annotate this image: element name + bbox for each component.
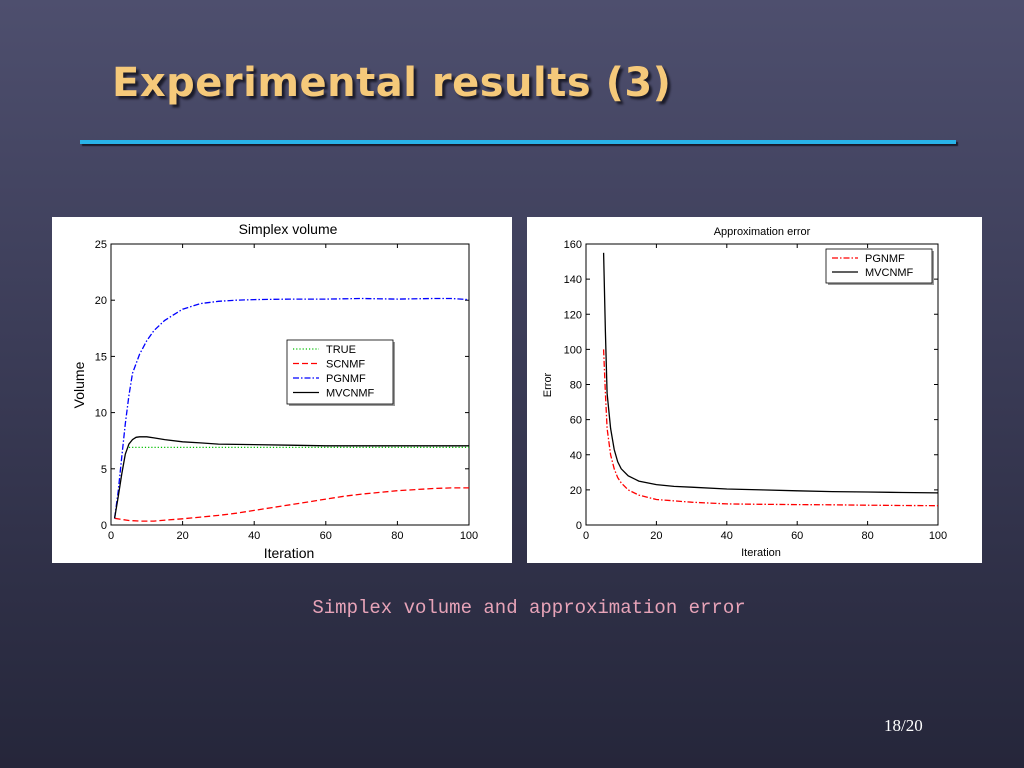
y-axis-label: Error: [542, 372, 554, 397]
plot-frame: [585, 243, 939, 526]
plot-frame: [110, 243, 470, 526]
legend-box: [286, 339, 394, 405]
slide-title: Experimental results (3): [112, 60, 672, 106]
series-line-pgnmf: [602, 349, 939, 507]
legend-label: MVCNMF: [865, 267, 914, 279]
simplex-volume-chart: Simplex volume Iteration Volume 0 20 40 60 8…: [52, 217, 512, 563]
legend-label: PGNMF: [326, 373, 366, 385]
title-underline: [80, 140, 956, 144]
slide-caption: Simplex volume and approximation error: [312, 597, 746, 619]
simplex-volume-plot: Simplex volume Iteration Volume 0 20 40 60 8…: [71, 221, 478, 561]
y-tick-label: 80: [570, 380, 582, 392]
y-tick-label: 5: [101, 464, 107, 476]
y-tick-label: 140: [564, 274, 582, 286]
x-tick-label: 100: [460, 530, 478, 542]
y-tick-label: 0: [576, 520, 582, 532]
x-tick-label: 20: [176, 530, 188, 542]
y-tick-label: 20: [95, 295, 107, 307]
x-tick-label: 40: [721, 530, 733, 542]
y-tick-label: 15: [95, 351, 107, 363]
y-tick-label: 0: [101, 520, 107, 532]
legend-box: [825, 248, 933, 284]
legend-label: MVCNMF: [326, 388, 375, 400]
chart-title: Simplex volume: [239, 221, 338, 237]
y-tick-label: 100: [564, 344, 582, 356]
series-line-scnmf: [114, 487, 469, 522]
approximation-error-plot: Approximation error Iteration Error 0 20 4…: [542, 226, 947, 559]
y-tick-label: 120: [564, 309, 582, 321]
x-tick-label: 80: [861, 530, 873, 542]
y-tick-label: 10: [95, 408, 107, 420]
x-tick-label: 0: [583, 530, 589, 542]
y-tick-label: 20: [570, 485, 582, 497]
y-tick-label: 25: [95, 239, 107, 251]
x-tick-label: 20: [650, 530, 662, 542]
x-tick-label: 0: [108, 530, 114, 542]
x-axis-label: Iteration: [741, 547, 781, 559]
series-line-pgnmf: [113, 297, 470, 519]
chart-title: Approximation error: [714, 226, 811, 238]
x-tick-label: 100: [929, 530, 947, 542]
x-tick-label: 60: [320, 530, 332, 542]
y-axis-label: Volume: [71, 361, 87, 408]
y-tick-label: 160: [564, 239, 582, 251]
approximation-error-chart: Approximation error Iteration Error 0 20 4…: [527, 217, 982, 563]
x-tick-label: 40: [248, 530, 260, 542]
legend-label: PGNMF: [865, 253, 905, 265]
y-tick-label: 40: [570, 450, 582, 462]
x-axis-label: Iteration: [264, 545, 315, 561]
x-tick-label: 80: [391, 530, 403, 542]
legend-label: TRUE: [326, 344, 356, 356]
legend-label: SCNMF: [326, 359, 365, 371]
series-line-mvcnmf: [602, 252, 939, 494]
y-tick-label: 60: [570, 415, 582, 427]
x-tick-label: 60: [791, 530, 803, 542]
series-line-mvcnmf: [113, 436, 469, 519]
page-number: 18/20: [884, 716, 923, 735]
